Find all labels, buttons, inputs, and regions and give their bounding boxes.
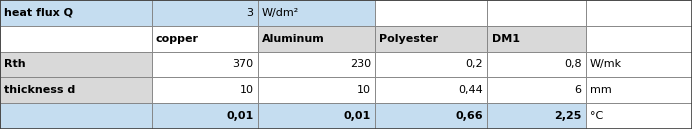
Bar [375,52,487,77]
Text: 370: 370 [233,59,253,70]
Text: 10: 10 [357,85,371,95]
Text: 0,8: 0,8 [564,59,582,70]
Bar [586,77,692,103]
Text: DM1: DM1 [491,34,520,44]
Bar [487,0,586,26]
Text: °C: °C [590,111,603,121]
Text: Polyester: Polyester [379,34,439,44]
Bar [257,26,375,52]
Bar [375,0,487,26]
Text: heat flux Q: heat flux Q [4,8,73,18]
Bar [0,26,152,52]
Bar [586,0,692,26]
Bar [0,52,152,77]
Bar [375,26,487,52]
Text: W/mk: W/mk [590,59,622,70]
Text: 0,66: 0,66 [455,111,483,121]
Bar [586,26,692,52]
Bar [152,26,257,52]
Text: copper: copper [156,34,199,44]
Text: 0,01: 0,01 [344,111,371,121]
Bar [152,103,257,129]
Bar [257,103,375,129]
Bar [0,0,152,26]
Text: 0,44: 0,44 [459,85,483,95]
Bar [152,52,257,77]
Bar [257,0,375,26]
Bar [152,0,257,26]
Bar [487,52,586,77]
Text: 6: 6 [575,85,582,95]
Bar [0,77,152,103]
Bar [0,103,152,129]
Text: 3: 3 [246,8,253,18]
Bar [257,52,375,77]
Text: 10: 10 [239,85,253,95]
Text: Rth: Rth [4,59,26,70]
Bar [152,77,257,103]
Bar [375,103,487,129]
Text: Aluminum: Aluminum [262,34,325,44]
Bar [487,103,586,129]
Bar [586,103,692,129]
Text: W/dm²: W/dm² [262,8,299,18]
Bar [586,52,692,77]
Text: mm: mm [590,85,612,95]
Text: 0,2: 0,2 [466,59,483,70]
Text: 0,01: 0,01 [226,111,253,121]
Text: thickness d: thickness d [4,85,75,95]
Bar [257,77,375,103]
Text: 2,25: 2,25 [554,111,582,121]
Bar [487,77,586,103]
Text: 230: 230 [350,59,371,70]
Bar [487,26,586,52]
Bar [375,77,487,103]
